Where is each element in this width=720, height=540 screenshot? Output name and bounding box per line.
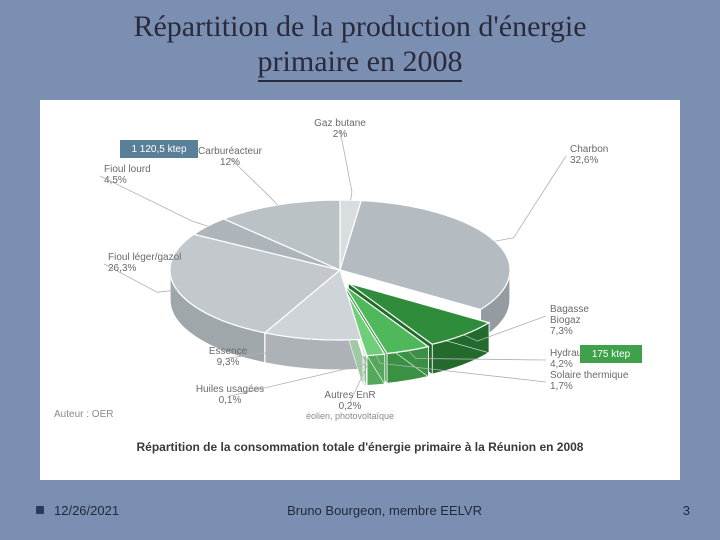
svg-text:1,7%: 1,7%	[550, 381, 573, 392]
title-line-2: primaire en 2008	[258, 45, 463, 82]
leader-gaz_butane	[340, 130, 352, 200]
label-huiles_usagees: Huiles usagées0,1%	[196, 384, 264, 406]
pie-chart: Gaz butane2% Charbon32,6% BagasseBiogaz7,3…	[40, 100, 680, 480]
chart-caption: Répartition de la consommation totale d'…	[40, 440, 680, 454]
green-chip-text: 175 ktep	[592, 349, 631, 360]
svg-text:0,1%: 0,1%	[219, 395, 242, 406]
svg-text:32,6%: 32,6%	[570, 155, 598, 166]
svg-text:2%: 2%	[333, 129, 348, 140]
author-label: Auteur : OER	[54, 409, 113, 420]
label-autres_enr: Autres EnR0,2%éolien, photovoltaïque	[306, 390, 394, 421]
svg-text:Fioul léger/gazol: Fioul léger/gazol	[108, 252, 181, 263]
svg-text:Essence: Essence	[209, 346, 248, 357]
svg-text:9,3%: 9,3%	[217, 357, 240, 368]
svg-text:26,3%: 26,3%	[108, 263, 136, 274]
footer-date: 12/26/2021	[54, 503, 119, 518]
svg-text:Solaire thermique: Solaire thermique	[550, 370, 629, 381]
svg-text:4,5%: 4,5%	[104, 175, 127, 186]
total-chip-text: 1 120,5 ktep	[131, 144, 186, 155]
page-title: Répartition de la production d'énergie p…	[0, 0, 720, 81]
svg-text:7,3%: 7,3%	[550, 326, 573, 337]
slide: Répartition de la production d'énergie p…	[0, 0, 720, 540]
svg-text:Bagasse: Bagasse	[550, 304, 589, 315]
label-charbon: Charbon32,6%	[570, 144, 608, 166]
label-solaire_thermique: Solaire thermique1,7%	[550, 370, 629, 392]
svg-text:Autres EnR: Autres EnR	[324, 390, 375, 401]
svg-text:4,2%: 4,2%	[550, 359, 573, 370]
footer: 12/26/2021 Bruno Bourgeon, membre EELVR …	[0, 490, 720, 530]
svg-text:Biogaz: Biogaz	[550, 315, 581, 326]
title-line-1: Répartition de la production d'énergie	[133, 10, 586, 43]
footer-author: Bruno Bourgeon, membre EELVR	[119, 503, 650, 518]
svg-text:Carburéacteur: Carburéacteur	[198, 146, 263, 157]
svg-text:Huiles usagées: Huiles usagées	[196, 384, 264, 395]
leader-charbon	[495, 156, 566, 241]
label-fioul_lourd: Fioul lourd4,5%	[104, 164, 151, 186]
label-carbureacteur: Carburéacteur12%	[198, 146, 263, 168]
label-bagasse_biogaz: BagasseBiogaz7,3%	[550, 304, 589, 337]
footer-page-number: 3	[650, 503, 720, 518]
svg-text:Charbon: Charbon	[570, 144, 608, 155]
footer-bullet-icon	[36, 506, 44, 514]
label-gaz_butane: Gaz butane2%	[314, 118, 366, 140]
svg-text:12%: 12%	[220, 157, 240, 168]
svg-text:éolien, photovoltaïque: éolien, photovoltaïque	[306, 411, 394, 421]
svg-text:Gaz butane: Gaz butane	[314, 118, 366, 129]
svg-text:Fioul lourd: Fioul lourd	[104, 164, 151, 175]
